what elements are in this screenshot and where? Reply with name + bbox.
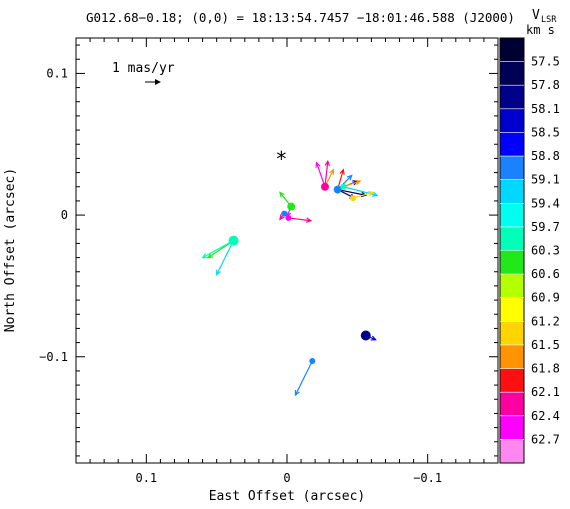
x-axis-label: East Offset (arcsec)	[209, 489, 366, 504]
colorbar-tick-label: 59.1	[531, 173, 560, 187]
y-axis-label: North Offset (arcsec)	[3, 168, 18, 332]
colorbar-swatch	[500, 132, 524, 157]
colorbar-title-sub: LSR	[541, 15, 557, 25]
colorbar-tick-label: 58.1	[531, 102, 560, 116]
maser-spot	[228, 235, 239, 246]
colorbar-swatch	[500, 392, 524, 417]
motion-vector-head	[329, 168, 335, 175]
colorbar-tick-label: 62.4	[531, 409, 560, 423]
motion-vector-head	[367, 190, 375, 197]
colorbar-swatch	[500, 156, 524, 180]
motion-vector	[324, 161, 329, 187]
colorbar-tick-label: 57.5	[531, 55, 560, 69]
maser-spot	[287, 202, 296, 211]
colorbar-tick-label: 58.8	[531, 149, 560, 163]
colorbar-tick-label: 60.9	[531, 291, 560, 305]
plot-frame	[75, 37, 499, 464]
colorbar-tick-label: 61.8	[531, 362, 560, 376]
scale-arrow-group: 1 mas/yr	[112, 61, 175, 85]
y-tick-label: 0	[61, 208, 68, 222]
y-tick-label: 0.1	[46, 66, 68, 80]
motion-vector	[315, 162, 326, 187]
motion-vector-head	[360, 191, 368, 198]
maser-spot	[333, 185, 342, 194]
x-tick-label: −0.1	[413, 471, 442, 485]
colorbar-units: km s	[526, 23, 555, 37]
motion-vector-head	[294, 389, 300, 397]
colorbar-swatch	[500, 368, 524, 393]
maser-spot	[340, 183, 347, 190]
maser-spot	[285, 214, 292, 221]
motion-vector	[337, 188, 366, 196]
x-tick-label: 0	[283, 471, 290, 485]
colorbar-swatch	[500, 297, 524, 322]
colorbar-tick-label: 60.3	[531, 244, 560, 258]
colorbar-tick-label: 57.8	[531, 78, 560, 92]
motion-vector-head	[305, 217, 313, 223]
colorbar-swatch	[500, 38, 524, 62]
colorbar-swatch	[500, 179, 524, 204]
colorbar-swatch	[500, 439, 524, 464]
chart-title: G012.68−0.18; (0,0) = 18:13:54.7457 −18:…	[86, 10, 515, 25]
colorbar-tick-label: 61.2	[531, 314, 560, 328]
colorbar-tick-label: 61.5	[531, 338, 560, 352]
colorbar-tick-label: 60.6	[531, 267, 560, 281]
scale-arrow-label: 1 mas/yr	[112, 61, 175, 76]
colorbar-swatch	[500, 108, 524, 133]
motion-vector-head	[315, 161, 321, 168]
colorbar-swatch	[500, 61, 524, 86]
motion-vector-head	[216, 269, 221, 276]
axis-ticks: 0.1 0 −0.1 0.1 0 −0.1	[39, 38, 498, 485]
colorbar-swatch	[500, 415, 524, 440]
colorbar-swatch	[500, 226, 524, 251]
motion-vector	[202, 240, 234, 259]
colorbar-swatch	[500, 85, 524, 110]
colorbar-swatch	[500, 344, 524, 369]
colorbar-title-main: V	[532, 8, 540, 23]
scale-arrow-head	[155, 79, 161, 85]
maser-spot	[320, 182, 329, 191]
motion-vector	[294, 360, 313, 396]
motion-vector-head	[279, 191, 285, 198]
motion-vector-head	[324, 159, 331, 167]
colorbar-tick-label: 62.7	[531, 432, 560, 446]
colorbar-swatch	[500, 321, 524, 346]
maser-spot	[350, 195, 357, 202]
colorbar-swatch	[500, 203, 524, 228]
colorbar-tick-label: 59.7	[531, 220, 560, 234]
motion-vector-head	[201, 253, 208, 259]
y-tick-label: −0.1	[39, 350, 68, 364]
maser-spot	[281, 210, 288, 217]
motion-vector-head	[370, 335, 377, 341]
velocity-colorbar: 57.5 57.8 58.1 58.5 58.8 59.1 59.4 59.7 60.3 60.6…	[499, 37, 560, 464]
motion-vector-head	[372, 191, 379, 197]
colorbar-tick-label: 62.1	[531, 385, 560, 399]
motion-vector-head	[279, 214, 285, 221]
reference-star-icon: *	[276, 147, 286, 171]
colorbar-tick-label: 58.5	[531, 125, 560, 139]
motion-vector-head	[346, 174, 353, 181]
colorbar-swatch	[500, 274, 524, 299]
maser-spot	[309, 358, 316, 364]
colorbar-swatch	[500, 250, 524, 275]
colorbar-tick-label: 59.4	[531, 196, 560, 210]
maser-spot	[360, 330, 371, 341]
motion-vector-head	[207, 252, 214, 259]
x-tick-label: 0.1	[135, 471, 157, 485]
motion-vector-head	[339, 168, 345, 175]
maser-spots	[228, 182, 371, 364]
motion-vector	[352, 191, 373, 199]
motion-vector	[288, 217, 311, 222]
motion-vector	[216, 240, 235, 275]
motion-vector-head	[355, 179, 362, 186]
